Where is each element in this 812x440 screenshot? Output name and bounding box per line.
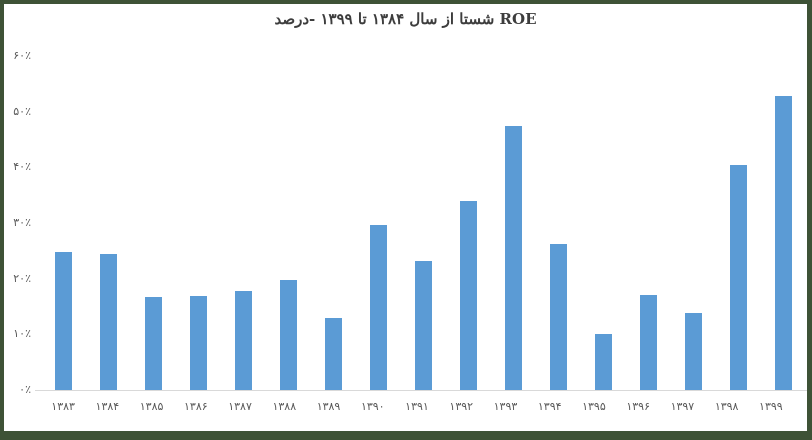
bar-slot — [581, 56, 626, 390]
bar-slot — [131, 56, 176, 390]
x-tick-label: ۱۳۹۵ — [582, 400, 606, 413]
bar-slot — [86, 56, 131, 390]
y-tick-label: ۶۰٪ — [13, 49, 31, 62]
bar-1396 — [640, 294, 657, 390]
x-tick-label: ۱۳۹۲ — [449, 400, 474, 413]
bar-1384 — [100, 253, 117, 390]
bar-1390 — [370, 224, 387, 390]
x-axis: ۱۳۸۳ ۱۳۸۴ ۱۳۸۵ ۱۳۸۶ ۱۳۸۷ ۱۳۸۸ ۱۳۸۹ ۱۳۹۰ ۱۳۹۱ ۱۳۹۲… — [41, 400, 793, 413]
y-tick-label: ۵۰٪ — [13, 104, 31, 118]
y-tick-label: ۴۰٪ — [13, 160, 31, 174]
bar-1397 — [685, 313, 702, 390]
bar-1383 — [55, 251, 72, 390]
bar-1389 — [325, 318, 342, 390]
bar-1398 — [730, 164, 747, 390]
bar-slot — [761, 56, 806, 390]
y-tick-label: ۳۰٪ — [13, 216, 31, 229]
bar-1387 — [235, 291, 252, 390]
bar-slot — [311, 56, 356, 390]
x-tick-label: ۱۳۹۰ — [360, 400, 385, 413]
bar-1395 — [595, 333, 612, 390]
bar-slot — [356, 56, 401, 390]
x-tick-label: ۱۳۹۸ — [714, 400, 739, 413]
bar-slot — [491, 56, 536, 390]
bar-slot — [401, 56, 446, 390]
x-tick-label: ۱۳۸۵ — [139, 400, 164, 413]
bar-slot — [536, 56, 581, 390]
x-tick-label: ۱۳۹۴ — [537, 400, 562, 413]
y-tick-label: ۲۰٪ — [13, 271, 31, 285]
x-tick-label: ۱۳۹۹ — [759, 400, 783, 413]
bar-1388 — [280, 279, 297, 390]
x-tick-label: ۱۳۸۹ — [316, 400, 341, 413]
bar-1385 — [145, 297, 162, 390]
x-tick-label: ۱۳۸۳ — [51, 400, 75, 413]
x-tick-label: ۱۳۸۸ — [272, 400, 297, 413]
bar-1394 — [550, 244, 567, 390]
y-tick-label: ۰٪ — [19, 383, 31, 396]
y-axis: ۰٪ ۱۰٪ ۲۰٪ ۳۰٪ ۴۰٪ ۵۰٪ ۶۰٪ — [4, 4, 31, 431]
bar-slot — [266, 56, 311, 390]
bar-slot — [716, 56, 761, 390]
bar-slot — [221, 56, 266, 390]
bar-slot — [671, 56, 716, 390]
bar-slot — [41, 56, 86, 390]
bar-1386 — [190, 296, 207, 390]
bar-1393 — [505, 126, 522, 390]
bar-slot — [176, 56, 221, 390]
y-tick-label: ۱۰٪ — [13, 327, 31, 341]
x-tick-label: ۱۳۹۷ — [670, 400, 695, 413]
x-tick-label: ۱۳۹۱ — [405, 400, 429, 413]
bar-1391 — [415, 260, 432, 390]
x-tick-label: ۱۳۸۴ — [95, 400, 120, 413]
bar-slot — [626, 56, 671, 390]
bar-1392 — [460, 201, 477, 390]
x-tick-label: ۱۳۹۶ — [626, 400, 650, 413]
x-tick-label: ۱۳۸۷ — [228, 400, 252, 413]
x-tick-label: ۱۳۸۶ — [184, 400, 208, 413]
bar-1399 — [775, 96, 792, 390]
bar-slot — [446, 56, 491, 390]
x-tick-label: ۱۳۹۳ — [493, 400, 518, 413]
plot-area — [35, 56, 807, 391]
chart-title: ROE شستا از سال ۱۳۸۴ تا ۱۳۹۹ -درصد — [274, 10, 537, 28]
